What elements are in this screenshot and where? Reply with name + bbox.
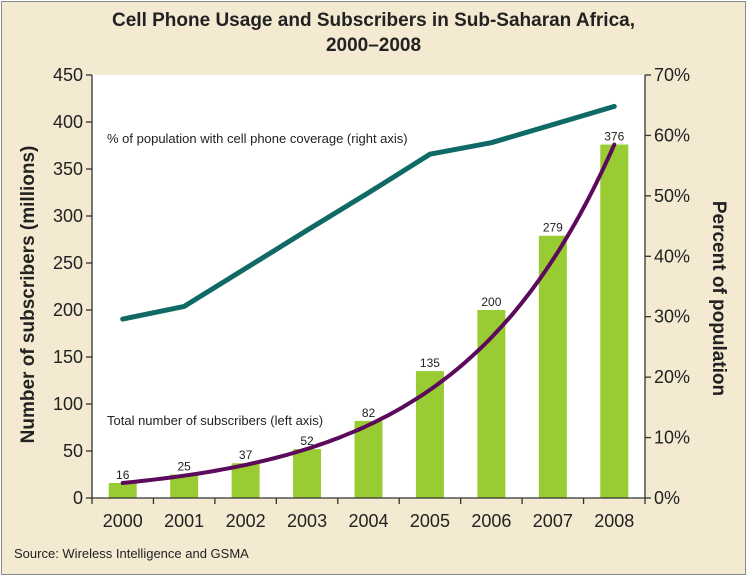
bar-label-2005: 135 [420, 356, 440, 370]
subscribers-trend-line [120, 142, 617, 485]
bar-2002 [231, 463, 260, 498]
bar-2006 [477, 310, 506, 498]
bar-label-2000: 16 [116, 468, 130, 482]
right-axis-title: Percent of population [708, 201, 729, 396]
right-tick-label-3: 30% [654, 307, 690, 327]
left-tick-label-400: 400 [53, 112, 83, 132]
x-tick-label-2004: 2004 [348, 511, 388, 531]
bar-2008 [600, 144, 629, 498]
bar-label-2008: 376 [604, 130, 624, 144]
x-tick-label-2006: 2006 [471, 511, 511, 531]
x-tick-label-2008: 2008 [594, 511, 634, 531]
bar-label-2003: 52 [300, 434, 314, 448]
bar-2003 [293, 449, 322, 498]
bar-label-2006: 200 [481, 295, 501, 309]
bar-2001 [170, 474, 199, 498]
x-tick-label-2002: 2002 [226, 511, 266, 531]
bar-label-2001: 25 [177, 460, 191, 474]
x-tick-label-2000: 2000 [103, 511, 143, 531]
x-tick-label-2001: 2001 [164, 511, 204, 531]
left-tick-label-350: 350 [53, 159, 83, 179]
chart-title-line-2: 2000–2008 [325, 35, 422, 56]
chart-title-line-1: Cell Phone Usage and Subscribers in Sub-… [112, 10, 635, 31]
right-tick-label-4: 40% [654, 246, 690, 266]
x-tick-label-2003: 2003 [287, 511, 327, 531]
chart-source: Source: Wireless Intelligence and GSMA [14, 546, 249, 561]
bar-label-2007: 279 [543, 221, 563, 235]
right-tick-label-6: 60% [654, 125, 690, 145]
left-tick-label-100: 100 [53, 394, 83, 414]
left-tick-label-300: 300 [53, 206, 83, 226]
bar-2007 [538, 235, 567, 499]
coverage-line [120, 103, 617, 322]
bar-label-2002: 37 [239, 448, 253, 462]
left-tick-label-0: 0 [73, 488, 83, 508]
right-tick-label-2: 20% [654, 367, 690, 387]
bar-2004 [354, 420, 383, 498]
left-tick-label-450: 450 [53, 65, 83, 85]
bar-2005 [415, 371, 444, 498]
left-tick-label-150: 150 [53, 347, 83, 367]
right-tick-label-0: 0% [654, 488, 680, 508]
left-axis-title: Number of subscribers (millions) [18, 146, 39, 444]
left-tick-label-200: 200 [53, 300, 83, 320]
coverage-line-label: % of population with cell phone coverage… [107, 131, 408, 146]
left-tick-label-50: 50 [63, 441, 83, 461]
bar-2000 [108, 482, 137, 498]
x-tick-label-2007: 2007 [533, 511, 573, 531]
right-tick-label-5: 50% [654, 186, 690, 206]
right-tick-label-1: 10% [654, 428, 690, 448]
bar-label-2004: 82 [362, 406, 376, 420]
left-tick-label-250: 250 [53, 253, 83, 273]
x-tick-label-2005: 2005 [410, 511, 450, 531]
right-tick-label-7: 70% [654, 65, 690, 85]
subscribers-series-label: Total number of subscribers (left axis) [107, 413, 323, 428]
